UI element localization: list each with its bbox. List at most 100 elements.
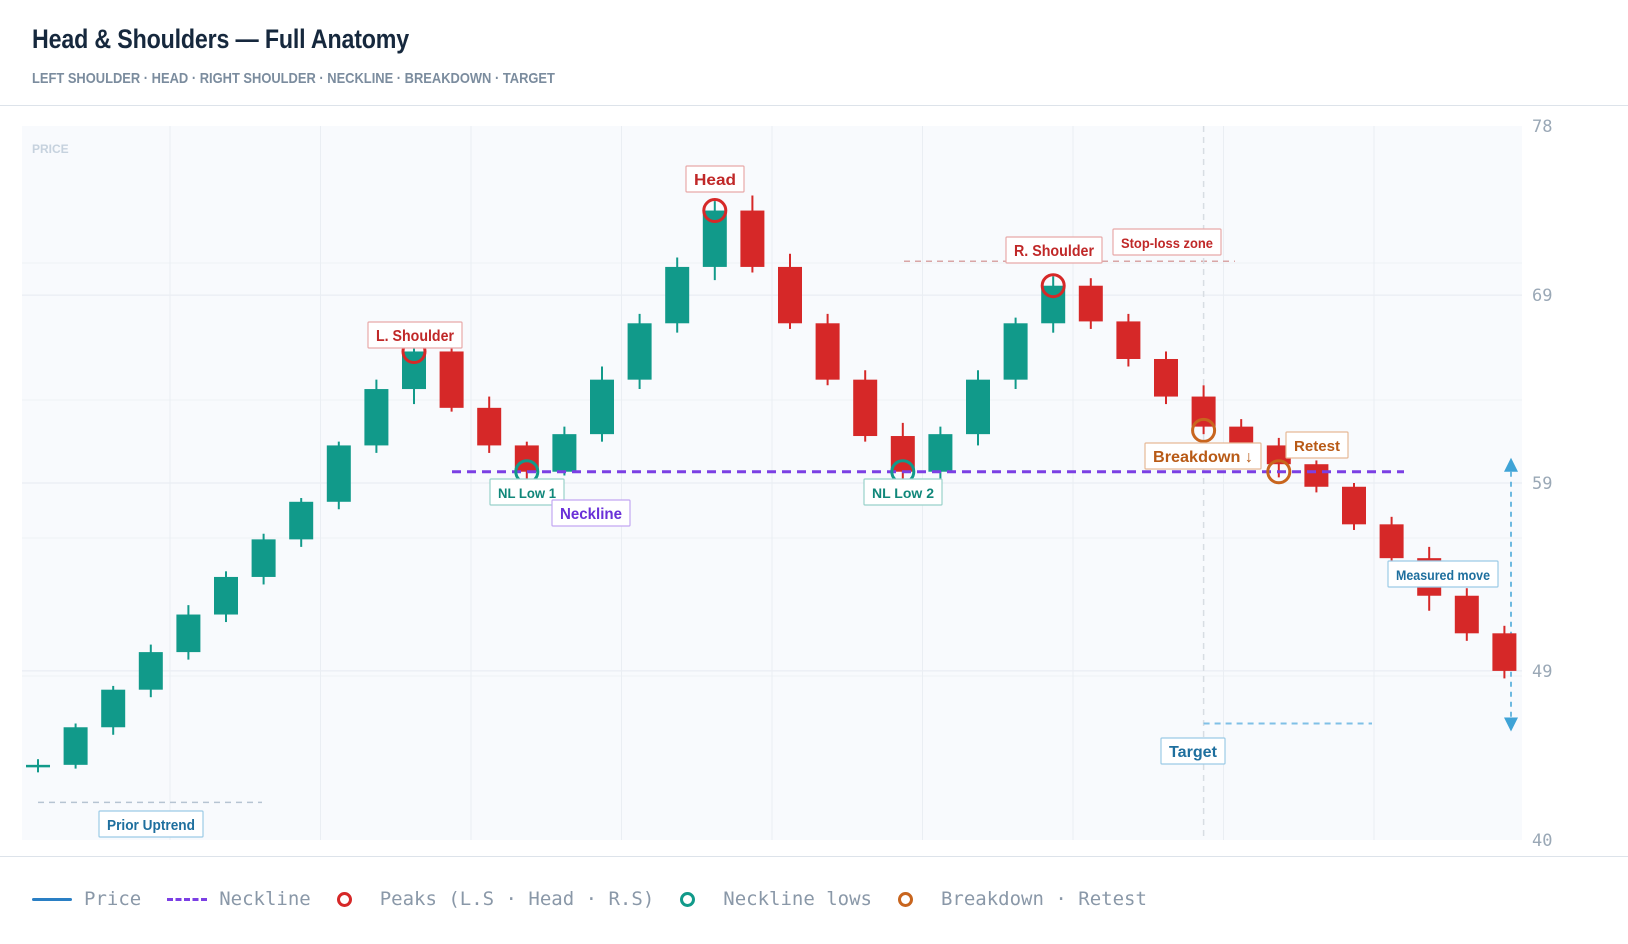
candle-bullish	[26, 759, 50, 773]
annotation-box	[685, 165, 745, 193]
candle-bullish	[176, 605, 201, 660]
candle-body	[815, 323, 840, 380]
annotation-label: R. Shoulder	[1014, 243, 1094, 260]
annotation-box	[1160, 737, 1226, 765]
price-line-swatch	[32, 897, 72, 901]
legend-label-price: Price	[84, 888, 142, 910]
annotation-target: Target	[1160, 737, 1226, 765]
candle-body	[1342, 486, 1366, 525]
candle-body	[1078, 285, 1103, 322]
annotation-box	[489, 478, 565, 506]
candle-bearish	[740, 195, 765, 273]
annotation-label: Head	[694, 172, 736, 189]
candle-bearish	[815, 313, 840, 386]
annotation-peak: Head	[685, 165, 745, 193]
y-tick-label: 40	[1532, 831, 1552, 851]
y-tick-label: 59	[1532, 474, 1552, 494]
candle-body	[1304, 464, 1329, 487]
candlestick-chart: PRICE 78 69 59 49 40 L. Shoulder Head R. Shoulde…	[22, 117, 1552, 851]
candle-body	[26, 764, 50, 768]
annotation-label: Target	[1169, 744, 1218, 761]
annotation-box	[367, 321, 463, 349]
candle-bearish	[477, 396, 502, 453]
candle-bullish	[1003, 317, 1028, 390]
legend-label-peaks: Peaks (L.S · Head · R.S)	[379, 888, 655, 910]
candle-body	[176, 614, 201, 653]
low-ring-icon	[680, 891, 696, 907]
candle-bearish	[1116, 313, 1141, 367]
candle-bearish	[1454, 588, 1479, 641]
candle-body	[138, 652, 163, 690]
annotation-label: Neckline	[560, 506, 622, 523]
y-tick-label: 78	[1532, 117, 1552, 137]
chart-subtitle: LEFT SHOULDER · HEAD · RIGHT SHOULDER · …	[32, 70, 555, 87]
retest-ring-icon	[1266, 459, 1292, 485]
candle-bullish	[590, 366, 614, 442]
chart-title: Head & Shoulders — Full Anatomy	[32, 24, 409, 54]
legend-item-breakdown: Breakdown · Retest	[897, 888, 1147, 910]
candle-body	[1454, 595, 1479, 634]
candle-body	[1154, 358, 1178, 397]
annotation-box	[1387, 560, 1499, 588]
candle-body	[364, 389, 389, 446]
candle-bullish	[214, 571, 238, 623]
annotation-uptrend: Prior Uptrend	[98, 810, 204, 838]
candle-body	[514, 445, 539, 472]
annotation-box	[863, 478, 943, 506]
candle-bullish	[665, 257, 690, 333]
neckline-dash-swatch	[167, 897, 208, 901]
candle-bullish	[101, 685, 126, 735]
breakdown-ring-icon	[897, 891, 913, 907]
annotation-label: Breakdown ↓	[1153, 449, 1253, 466]
candle-body	[853, 379, 878, 437]
annotation-label: Prior Uptrend	[107, 817, 195, 834]
candle-bullish	[928, 426, 953, 483]
candle-body	[477, 407, 502, 446]
annotation-low: NL Low 2	[863, 478, 943, 506]
candle-body	[1492, 633, 1517, 671]
chart-legend: Price Neckline Peaks (L.S · Head · R.S) …	[32, 884, 1173, 914]
candle-bullish	[627, 313, 652, 390]
candle-body	[740, 210, 765, 267]
candle-body	[1116, 321, 1141, 359]
candle-body	[1379, 524, 1404, 559]
breakdown-ring-icon	[1191, 417, 1217, 443]
legend-label-neckline-lows: Neckline lows	[723, 888, 872, 910]
annotation-label: NL Low 1	[498, 485, 556, 501]
candle-bearish	[439, 343, 464, 412]
y-tick-label: 69	[1532, 286, 1552, 306]
candle-bullish	[326, 441, 351, 510]
annotation-peak: L. Shoulder	[367, 321, 463, 349]
candle-bullish	[289, 498, 314, 547]
candle-body	[552, 434, 577, 472]
annotation-box	[1285, 431, 1349, 459]
annotation-label: Measured move	[1396, 567, 1490, 583]
annotation-low: NL Low 1	[489, 478, 565, 506]
annotation-label: Stop-loss zone	[1121, 235, 1213, 251]
annotation-retest: Retest	[1285, 431, 1349, 459]
candle-bearish	[1492, 625, 1517, 679]
annotation-box	[1112, 228, 1222, 256]
annotation-box	[98, 810, 204, 838]
annotation-box	[1144, 442, 1262, 470]
annotation-box	[551, 499, 631, 527]
measured-move-arrow-up-icon	[1504, 457, 1518, 472]
candle-body	[928, 434, 953, 472]
measured-move-arrow-down-icon	[1504, 717, 1518, 732]
candle-body	[627, 323, 652, 380]
candle-body	[778, 266, 802, 324]
chart-header: Head & Shoulders — Full Anatomy LEFT SHO…	[0, 0, 1628, 106]
candle-bullish	[138, 644, 163, 698]
candle-bullish	[251, 533, 276, 585]
peak-ring-icon	[336, 891, 352, 907]
candle-body	[214, 576, 238, 615]
annotation-stop: Stop-loss zone	[1112, 228, 1222, 256]
candle-body	[1003, 323, 1028, 380]
candle-body	[251, 539, 276, 577]
y-tick-label: 49	[1532, 662, 1552, 682]
candle-bearish	[1379, 516, 1404, 566]
candle-body	[665, 266, 690, 324]
y-axis-label: PRICE	[32, 142, 69, 156]
candle-bearish	[1078, 278, 1103, 329]
candle-body	[63, 727, 88, 765]
